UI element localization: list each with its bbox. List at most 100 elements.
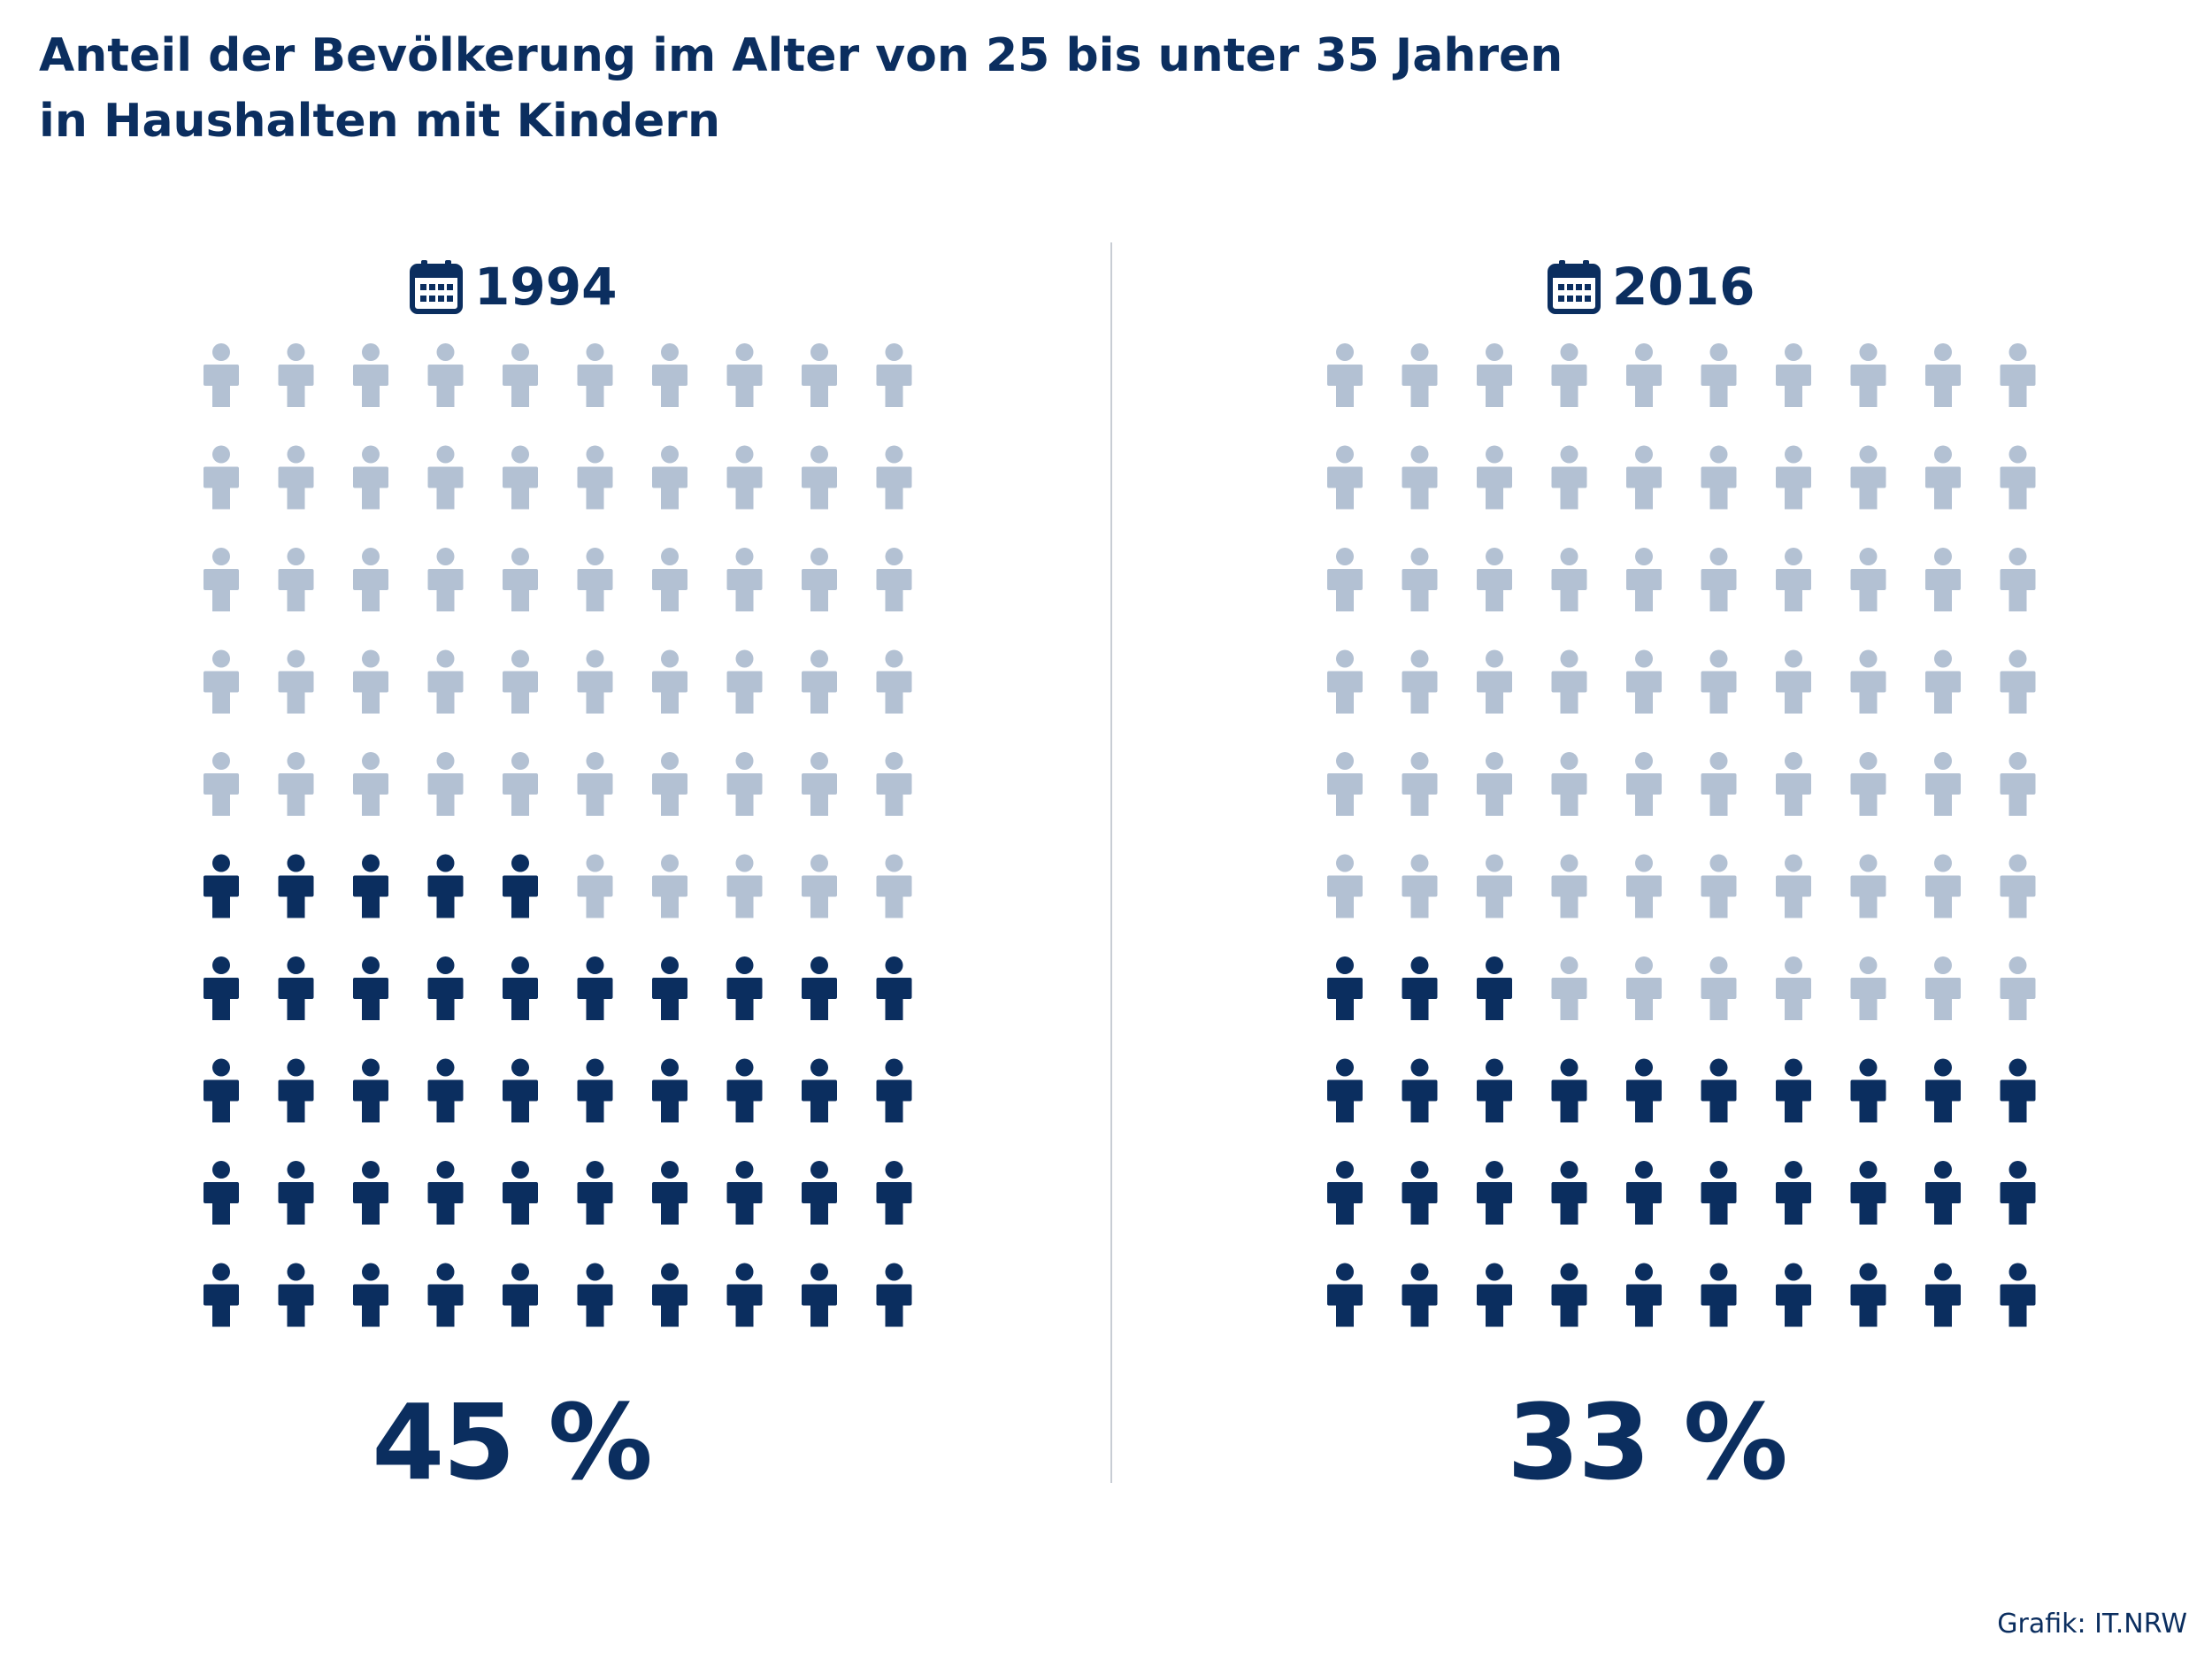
person-icon: [427, 445, 464, 510]
person-icon: [1626, 343, 1662, 407]
person-icon-highlighted: [1327, 956, 1363, 1020]
person-icon-highlighted: [503, 1161, 538, 1225]
person-icon: [278, 752, 314, 816]
person-icon-highlighted: [1925, 1161, 1961, 1225]
person-icon-highlighted: [1477, 1263, 1512, 1327]
person-icon: [1477, 548, 1512, 611]
person-icon-highlighted: [726, 1161, 763, 1225]
person-icon: [1551, 548, 1587, 611]
person-icon: [1850, 343, 1886, 407]
person-icon: [1402, 548, 1438, 611]
person-icon: [1327, 854, 1363, 918]
person-icon-highlighted: [353, 1161, 388, 1225]
person-icon-highlighted: [1551, 1263, 1587, 1327]
person-icon: [427, 343, 464, 407]
person-icon: [1477, 854, 1512, 918]
person-icon-highlighted: [353, 854, 388, 918]
person-icon-highlighted: [1402, 1058, 1438, 1123]
person-icon-highlighted: [652, 1161, 687, 1225]
person-icon-highlighted: [876, 1058, 912, 1123]
person-icon: [278, 343, 314, 407]
person-icon: [1402, 752, 1438, 816]
year-label-left: 1994: [409, 250, 617, 324]
person-icon: [577, 548, 613, 611]
person-icon: [2000, 649, 2036, 714]
person-icon: [2000, 343, 2036, 407]
person-icon: [726, 649, 763, 714]
divider: [1110, 242, 1112, 1483]
person-icon-highlighted: [1402, 1263, 1438, 1327]
person-icon: [1925, 343, 1961, 407]
person-icon: [1626, 445, 1662, 510]
person-icon: [1925, 956, 1961, 1020]
person-icon: [204, 649, 239, 714]
person-icon: [427, 752, 464, 816]
person-icon: [802, 445, 837, 510]
person-icon: [726, 854, 763, 918]
person-icon: [802, 854, 837, 918]
year-label-right: 2016: [1547, 250, 1755, 324]
person-icon-highlighted: [652, 956, 687, 1020]
person-icon-highlighted: [1701, 1161, 1737, 1225]
person-icon: [427, 649, 464, 714]
person-icon-highlighted: [802, 956, 837, 1020]
person-icon: [1477, 445, 1512, 510]
person-icon: [1626, 548, 1662, 611]
person-icon-highlighted: [1402, 956, 1438, 1020]
person-icon-highlighted: [802, 1058, 837, 1123]
person-icon: [1626, 649, 1662, 714]
person-icon-highlighted: [427, 1161, 464, 1225]
person-icon: [1925, 649, 1961, 714]
person-icon: [278, 649, 314, 714]
person-icon: [1327, 752, 1363, 816]
person-icon-highlighted: [204, 956, 239, 1020]
person-icon: [1925, 752, 1961, 816]
person-icon: [503, 752, 538, 816]
person-icon: [802, 548, 837, 611]
person-icon-highlighted: [1850, 1058, 1886, 1123]
person-icon-highlighted: [503, 1058, 538, 1123]
person-icon: [1850, 956, 1886, 1020]
person-icon: [876, 752, 912, 816]
person-icon: [802, 343, 837, 407]
person-icon: [1327, 445, 1363, 510]
person-icon-highlighted: [353, 1263, 388, 1327]
person-icon: [1776, 956, 1811, 1020]
person-icon: [652, 649, 687, 714]
year-text: 1994: [474, 257, 618, 317]
person-icon-highlighted: [1925, 1263, 1961, 1327]
page-title: Anteil der Bevölkerung im Alter von 25 b…: [39, 23, 1563, 154]
person-icon: [503, 343, 538, 407]
person-icon: [577, 854, 613, 918]
person-icon: [204, 445, 239, 510]
person-icon: [1626, 752, 1662, 816]
person-icon: [2000, 854, 2036, 918]
person-icon: [577, 343, 613, 407]
person-icon: [876, 854, 912, 918]
person-icon: [278, 548, 314, 611]
calendar-icon: [410, 260, 463, 314]
person-icon: [1701, 649, 1737, 714]
person-icon: [503, 548, 538, 611]
person-icon: [1701, 343, 1737, 407]
person-icon: [1776, 854, 1811, 918]
person-icon: [1776, 343, 1811, 407]
source-credit: Grafik: IT.NRW: [1997, 1609, 2187, 1640]
person-icon: [427, 548, 464, 611]
person-icon: [652, 445, 687, 510]
person-icon-highlighted: [577, 956, 613, 1020]
person-icon: [726, 548, 763, 611]
person-icon-highlighted: [876, 1263, 912, 1327]
person-icon-highlighted: [278, 956, 314, 1020]
person-icon: [1701, 956, 1737, 1020]
person-icon-highlighted: [726, 1058, 763, 1123]
year-text: 2016: [1612, 257, 1755, 317]
person-icon-highlighted: [1701, 1263, 1737, 1327]
person-icon: [353, 343, 388, 407]
person-icon: [1402, 854, 1438, 918]
title-line-1: Anteil der Bevölkerung im Alter von 25 b…: [39, 29, 1563, 82]
person-icon-highlighted: [278, 854, 314, 918]
person-icon: [204, 752, 239, 816]
person-icon-highlighted: [1776, 1161, 1811, 1225]
person-icon-highlighted: [503, 1263, 538, 1327]
